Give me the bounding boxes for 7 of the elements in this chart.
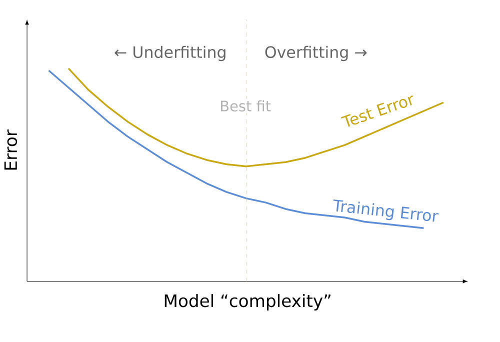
text: Training Error <box>333 200 439 222</box>
text: Overfitting → <box>265 46 367 62</box>
annotation: Best fit <box>221 100 271 112</box>
text: Test Error <box>340 96 413 127</box>
y-axis-title: Error <box>4 130 18 170</box>
x-axis-title: Model “complexity” <box>164 294 330 311</box>
text: ← Underfitting <box>114 46 226 62</box>
